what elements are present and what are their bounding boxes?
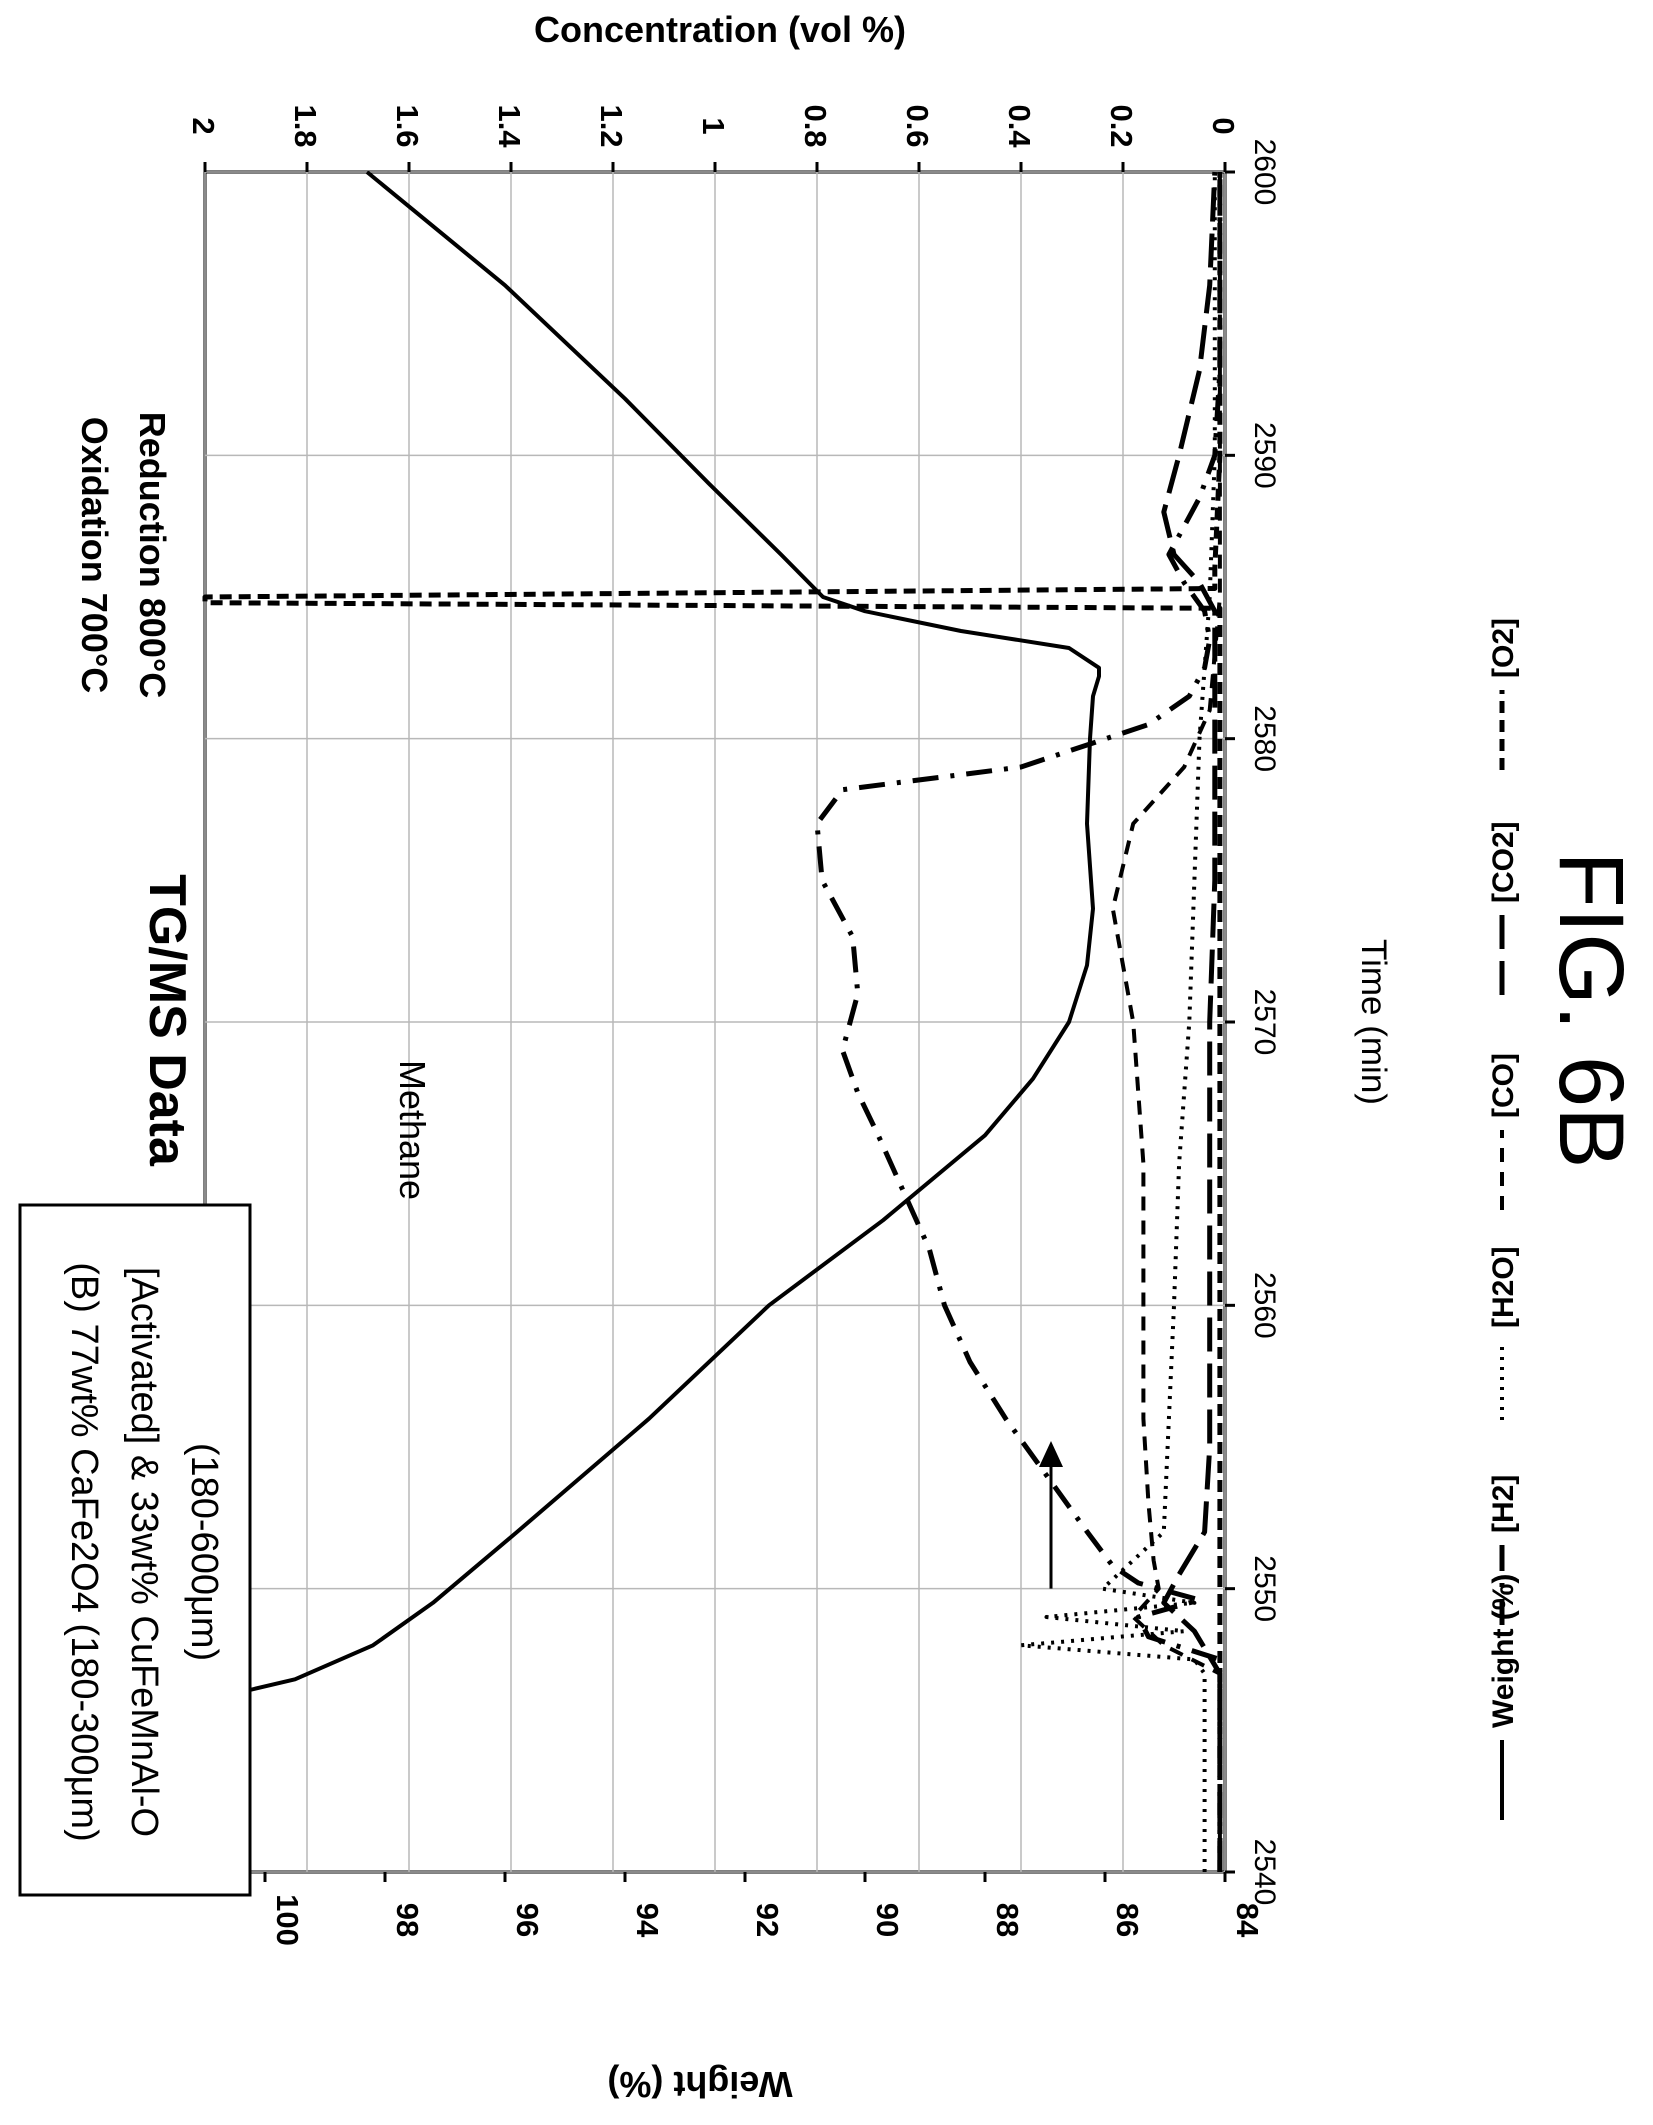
y2-tick-label: 0.8 (798, 104, 833, 147)
condition-label-reduction: Reduction 800°C (132, 412, 173, 698)
series-line--o2- (202, 172, 1223, 1872)
arrow-head (1039, 1441, 1063, 1467)
x-tick-label: 2600 (1248, 139, 1281, 206)
x-tick-label: 2560 (1248, 1272, 1281, 1339)
methane-label: Methane (392, 1060, 433, 1200)
y2-tick-label: 1.8 (288, 104, 323, 147)
legend-entry: [H2] (1487, 1475, 1520, 1533)
sample-label-line-3: (180-600μm) (183, 1443, 225, 1661)
y-tick-label: 96 (510, 1903, 545, 1937)
y-tick-label: 94 (630, 1903, 665, 1938)
legend-entry: [H2O] (1487, 1246, 1520, 1328)
figure-label: FIG. 6B (1540, 852, 1642, 1169)
legend: Weight (%) [H2] [H2O] [CO] [CO2] [O2] (1487, 618, 1520, 1820)
axes: 0 0.2 0.4 0.6 0.8 1 1.2 1.4 1.6 1.8 2 2540 2550 2560 2… (186, 104, 1281, 1945)
x-axis-title: Time (min) (1354, 939, 1393, 1105)
legend-entry: [CO2] (1487, 821, 1520, 903)
x-tick-label: 2540 (1248, 1839, 1281, 1906)
y-tick-label: 84 (1230, 1903, 1265, 1938)
y2-tick-label: 1.4 (492, 104, 527, 148)
y2-tick-label: 0.4 (1002, 104, 1037, 148)
legend-entry: [O2] (1487, 618, 1520, 678)
x-tick-label: 2580 (1248, 705, 1281, 772)
sample-label-box (18, 1203, 252, 1897)
chart-title: TG/MS Data (138, 874, 196, 1167)
y2-tick-label: 1.2 (594, 104, 629, 147)
y2-tick-label: 0.6 (900, 104, 935, 147)
y-tick-label: 100 (270, 1894, 305, 1946)
y2-axis-title: Concentration (vol %) (534, 9, 906, 50)
y2-tick-label: 1 (696, 117, 731, 134)
y-tick-label: 92 (750, 1903, 785, 1937)
legend-entry: [CO] (1487, 1053, 1520, 1118)
series-layer (202, 170, 1223, 1872)
y2-tick-label: 2 (186, 117, 221, 134)
series-line-weight- (206, 170, 1101, 1872)
condition-label-oxidation: Oxidation 700°C (74, 417, 115, 693)
y2-tick-label: 0 (1206, 117, 1241, 134)
x-tick-label: 2590 (1248, 422, 1281, 489)
y2-tick-label: 1.6 (390, 104, 425, 147)
x-tick-label: 2550 (1248, 1555, 1281, 1622)
sample-label-line-1: (B) 77wt% CaFe2O4 (180-300μm) (63, 1262, 105, 1841)
series-line--co2- (1161, 171, 1223, 1872)
sample-label-line-2: [Activated] & 33wt% CuFeMnAl-O (123, 1267, 165, 1837)
y-axis-title: Weight (%) (607, 2064, 792, 2105)
y-tick-label: 98 (390, 1903, 425, 1937)
legend-entry: Weight (%) (1487, 1574, 1520, 1728)
y-tick-label: 90 (870, 1903, 905, 1937)
y2-tick-label: 0.2 (1104, 104, 1139, 147)
annotations (1039, 1441, 1063, 1589)
y-tick-label: 86 (1110, 1903, 1145, 1937)
series-line--h2o- (1019, 172, 1217, 1872)
x-tick-label: 2570 (1248, 989, 1281, 1056)
y-tick-label: 88 (990, 1903, 1025, 1937)
